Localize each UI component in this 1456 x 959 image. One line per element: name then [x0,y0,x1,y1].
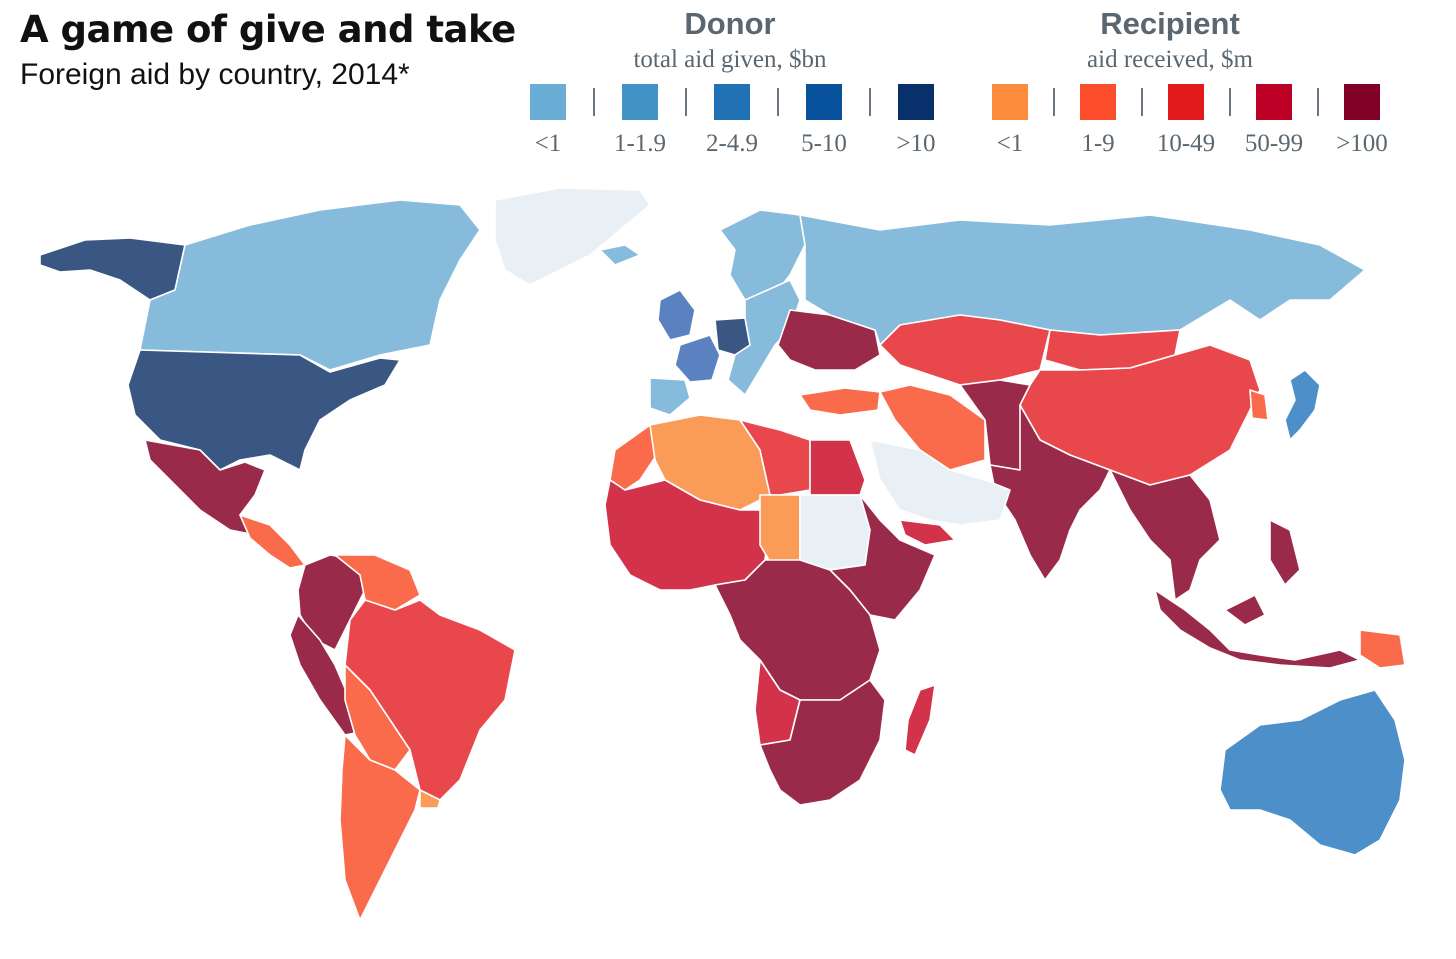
region-greenland [494,187,651,286]
region-central-africa [714,559,881,701]
region-sudan [799,494,871,571]
donor-legend-swatch [898,84,934,120]
region-central-america [239,514,306,569]
region-russia [799,214,1366,346]
donor-legend-swatch [530,84,566,120]
region-australia [1219,689,1406,856]
region-southern-africa [759,679,886,806]
donor-legend-subheading: total aid given, $bn [633,46,827,73]
donor-legend-separator [777,88,779,116]
recipient-legend-separator [1053,88,1055,116]
region-png [1359,629,1406,669]
recipient-legend-swatch [1168,84,1204,120]
donor-legend-label: 5-10 [801,130,847,157]
recipient-legend-swatch [1256,84,1292,120]
recipient-legend-label: <1 [996,130,1024,157]
region-egypt [809,439,866,496]
recipient-legend-label: 50-99 [1244,130,1304,157]
recipient-legend-label: >100 [1336,130,1388,157]
chart-subtitle: Foreign aid by country, 2014* [20,58,410,91]
region-central-europe [727,279,801,396]
region-kazakhstan [879,314,1051,386]
donor-legend-label: 1-1.9 [613,130,667,157]
region-southeast-asia [1109,469,1221,601]
region-venezuela [334,554,421,611]
region-madagascar [904,684,936,756]
recipient-legend-swatch [992,84,1028,120]
donor-legend-label: 2-4.9 [705,130,759,157]
region-indonesia [1154,519,1361,669]
recipient-legend-heading: Recipient [1100,6,1240,41]
donor-legend-label: >10 [896,130,936,157]
recipient-legend-separator [1317,88,1319,116]
region-arabia [869,439,1011,526]
region-east-africa [829,494,936,621]
chart-title: A game of give and take [20,8,516,51]
donor-legend-label: <1 [534,130,562,157]
region-north-africa-west [649,414,771,511]
region-chad [759,494,801,571]
region-iberia [649,377,691,416]
recipient-legend-swatch [1080,84,1116,120]
recipient-legend-label: 10-49 [1156,130,1216,157]
region-argentina-chile [339,734,421,921]
donor-legend-swatch [714,84,750,120]
recipient-legend-label: 1-9 [1081,130,1115,157]
region-turkey [799,387,881,416]
region-yemen [899,519,956,546]
region-korea [1249,389,1269,421]
region-canada [139,199,481,371]
region-libya [739,419,811,496]
recipient-legend-subheading: aid received, $m [1087,46,1253,73]
donor-legend-separator [869,88,871,116]
recipient-legend-separator [1141,88,1143,116]
region-uk [657,289,696,341]
region-alaska [39,237,186,301]
donor-legend-swatch [806,84,842,120]
region-japan [1284,369,1321,441]
region-iran [879,384,986,471]
region-uruguay [419,789,441,809]
donor-legend-separator [685,88,687,116]
region-france [674,334,721,383]
recipient-legend-swatch [1344,84,1380,120]
region-india [989,404,1111,581]
donor-legend-separator [593,88,595,116]
region-usa [127,349,401,471]
recipient-legend-separator [1229,88,1231,116]
donor-legend-heading: Donor [684,6,776,41]
donor-legend-swatch [622,84,658,120]
